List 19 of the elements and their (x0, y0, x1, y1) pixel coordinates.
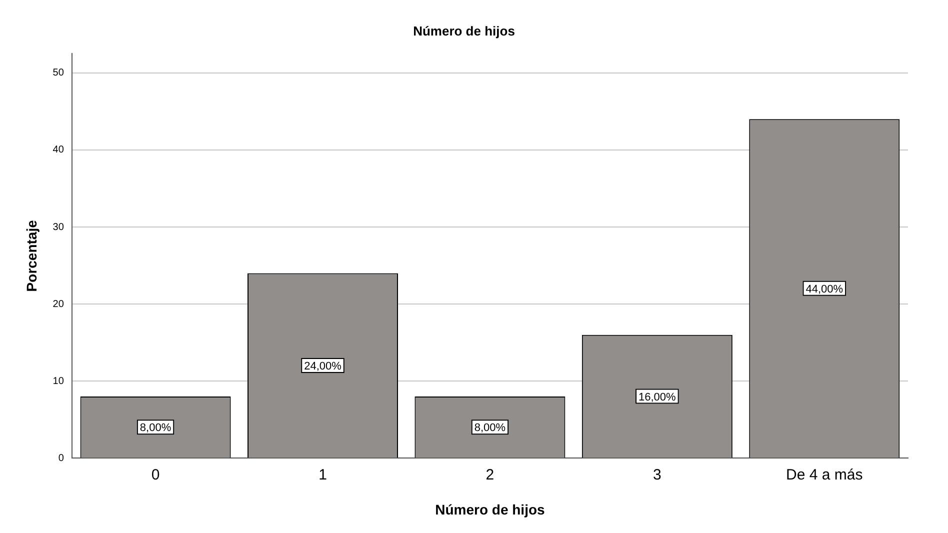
chart-title: Número de hijos (413, 23, 515, 38)
x-tick-label: 3 (653, 466, 662, 484)
data-label: 8,00% (140, 422, 172, 434)
y-tick-label: 50 (52, 68, 64, 79)
data-label: 44,00% (806, 283, 844, 296)
y-tick-label: 10 (52, 376, 64, 387)
data-label: 16,00% (638, 391, 676, 404)
y-tick-label: 0 (58, 452, 64, 464)
x-tick-label: De 4 a más (786, 466, 863, 484)
x-axis-title: Número de hijos (435, 501, 546, 518)
data-label: 24,00% (304, 360, 342, 372)
y-tick-label: 20 (52, 298, 64, 310)
x-tick-label: 2 (486, 466, 494, 484)
y-axis-title: Porcentaje (23, 220, 40, 292)
x-tick-label: 1 (318, 466, 327, 484)
x-tick-label: 0 (151, 466, 160, 484)
data-label: 8,00% (474, 422, 506, 434)
y-tick-label: 30 (52, 222, 64, 233)
y-tick-label: 40 (52, 144, 64, 156)
